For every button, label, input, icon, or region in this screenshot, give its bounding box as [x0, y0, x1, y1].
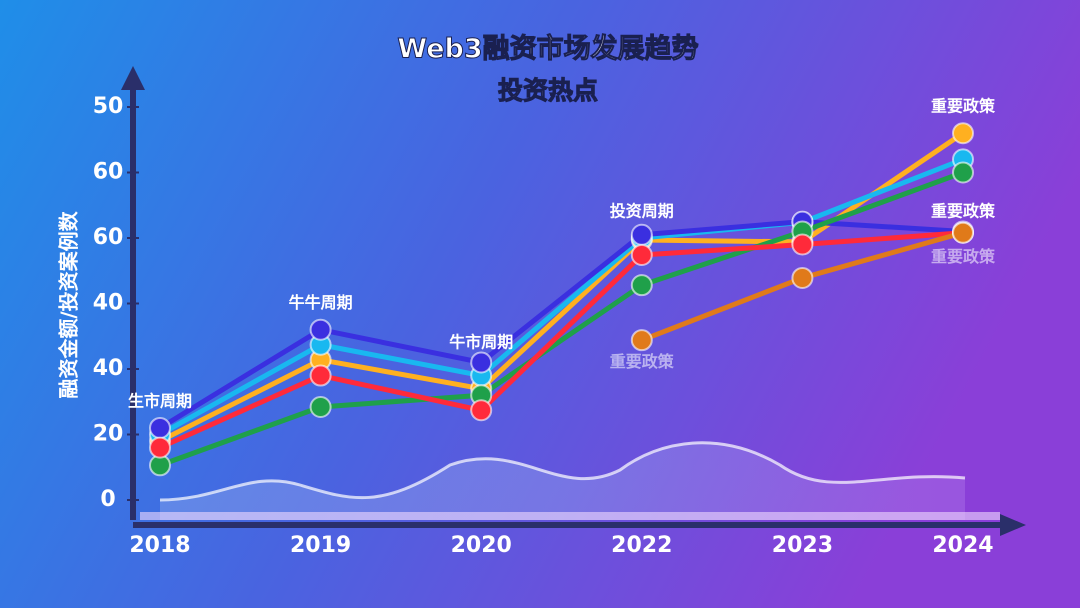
chart-subtitle: 投资热点 [498, 76, 598, 105]
x-tick-label: 2024 [932, 533, 993, 558]
y-tick-label: 40 [93, 356, 124, 381]
data-point [309, 318, 332, 341]
data-point [630, 274, 653, 297]
y-tick-label: 20 [93, 422, 124, 447]
data-point [630, 223, 653, 246]
data-point [470, 351, 493, 374]
data-point [149, 416, 171, 439]
data-point [952, 122, 974, 145]
data-point [791, 233, 814, 256]
data-point [630, 329, 653, 352]
chart-title: Web3融资市场发展趋势 [397, 33, 698, 65]
series-line [158, 157, 964, 437]
data-point [791, 266, 814, 289]
x-tick-label: 2018 [129, 533, 190, 558]
data-point [952, 221, 974, 244]
y-tick-label: 60 [93, 160, 124, 185]
y-axis-arrow [121, 66, 145, 90]
series-line [158, 230, 964, 450]
data-point [630, 244, 653, 267]
data-point [149, 436, 171, 459]
wave-decoration [160, 442, 965, 520]
y-tick-label: 0 [100, 487, 115, 512]
annotation: 生市周期 [128, 391, 192, 410]
y-tick-label: 50 [93, 94, 124, 119]
glow-floor [140, 512, 1000, 520]
x-tick-label: 2019 [290, 533, 351, 558]
annotation: 重要政策 [931, 201, 996, 220]
series-line [159, 170, 964, 468]
annotation: 重要政策 [931, 97, 996, 116]
data-point [952, 161, 974, 184]
y-tick-label: 40 [93, 291, 124, 316]
annotation: 重要政策 [610, 352, 675, 371]
data-point [470, 399, 493, 422]
annotation: 投资周期 [610, 201, 674, 220]
x-tick-label: 2022 [611, 533, 672, 558]
y-axis-label: 融资金额/投资案例数 [57, 210, 81, 398]
annotation: 牛市周期 [449, 332, 513, 351]
x-tick-label: 2020 [451, 533, 512, 558]
x-tick-label: 2023 [772, 533, 833, 558]
annotation: 牛牛周期 [289, 293, 353, 312]
wave-line [159, 441, 966, 502]
data-point [309, 364, 332, 387]
data-point [309, 395, 332, 418]
annotation: 重要政策 [931, 247, 996, 266]
y-tick-label: 60 [93, 225, 124, 250]
x-axis-arrow [1000, 514, 1026, 536]
